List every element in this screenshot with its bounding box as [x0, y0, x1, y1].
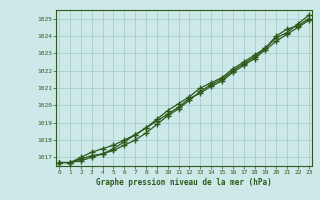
X-axis label: Graphe pression niveau de la mer (hPa): Graphe pression niveau de la mer (hPa) [96, 178, 272, 187]
